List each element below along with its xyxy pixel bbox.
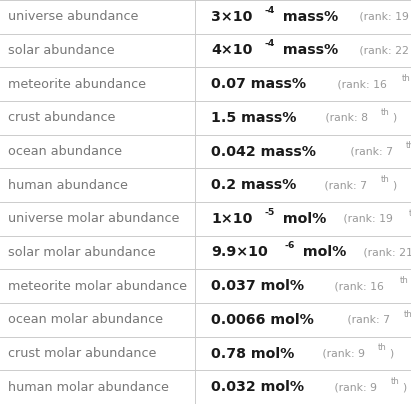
Text: 0.78 mol%: 0.78 mol% [211,347,295,360]
Text: th: th [406,141,411,150]
Text: (rank: 21: (rank: 21 [360,248,411,257]
Text: (rank: 16: (rank: 16 [334,79,387,89]
Text: 1.5 mass%: 1.5 mass% [211,111,297,125]
Text: (rank: 7: (rank: 7 [321,180,367,190]
Text: -4: -4 [265,6,275,15]
Text: solar abundance: solar abundance [8,44,114,57]
Text: (rank: 9: (rank: 9 [319,349,365,358]
Text: (rank: 16: (rank: 16 [331,281,384,291]
Text: crust abundance: crust abundance [8,112,115,124]
Text: human molar abundance: human molar abundance [8,381,169,393]
Text: 4×10: 4×10 [211,44,253,57]
Text: mass%: mass% [278,44,338,57]
Text: (rank: 22: (rank: 22 [356,46,409,55]
Text: 0.042 mass%: 0.042 mass% [211,145,316,158]
Text: (rank: 8: (rank: 8 [321,113,367,123]
Text: mass%: mass% [278,10,338,24]
Text: ): ) [402,382,406,392]
Text: ocean molar abundance: ocean molar abundance [8,314,163,326]
Text: th: th [378,343,387,352]
Text: solar molar abundance: solar molar abundance [8,246,155,259]
Text: -5: -5 [265,208,275,217]
Text: 0.2 mass%: 0.2 mass% [211,178,297,192]
Text: (rank: 9: (rank: 9 [331,382,377,392]
Text: th: th [409,208,411,218]
Text: ): ) [390,349,394,358]
Text: 3×10: 3×10 [211,10,253,24]
Text: (rank: 19: (rank: 19 [340,214,393,224]
Text: 0.037 mol%: 0.037 mol% [211,279,305,293]
Text: th: th [399,276,409,285]
Text: -4: -4 [265,39,275,48]
Text: 0.0066 mol%: 0.0066 mol% [211,313,314,327]
Text: th: th [402,74,411,83]
Text: -6: -6 [284,241,295,250]
Text: th: th [381,175,390,184]
Text: (rank: 7: (rank: 7 [344,315,390,325]
Text: meteorite abundance: meteorite abundance [8,78,146,90]
Text: th: th [391,377,399,386]
Text: (rank: 19: (rank: 19 [356,12,409,22]
Text: mol%: mol% [278,212,326,226]
Text: 9.9×10: 9.9×10 [211,246,268,259]
Text: 0.032 mol%: 0.032 mol% [211,380,305,394]
Text: universe abundance: universe abundance [8,11,138,23]
Text: ocean abundance: ocean abundance [8,145,122,158]
Text: 1×10: 1×10 [211,212,253,226]
Text: th: th [381,107,390,117]
Text: meteorite molar abundance: meteorite molar abundance [8,280,187,292]
Text: 0.07 mass%: 0.07 mass% [211,77,306,91]
Text: ): ) [392,180,396,190]
Text: ): ) [392,113,397,123]
Text: mol%: mol% [298,246,346,259]
Text: human abundance: human abundance [8,179,128,191]
Text: (rank: 7: (rank: 7 [347,147,393,156]
Text: th: th [403,309,411,319]
Text: universe molar abundance: universe molar abundance [8,213,179,225]
Text: crust molar abundance: crust molar abundance [8,347,156,360]
